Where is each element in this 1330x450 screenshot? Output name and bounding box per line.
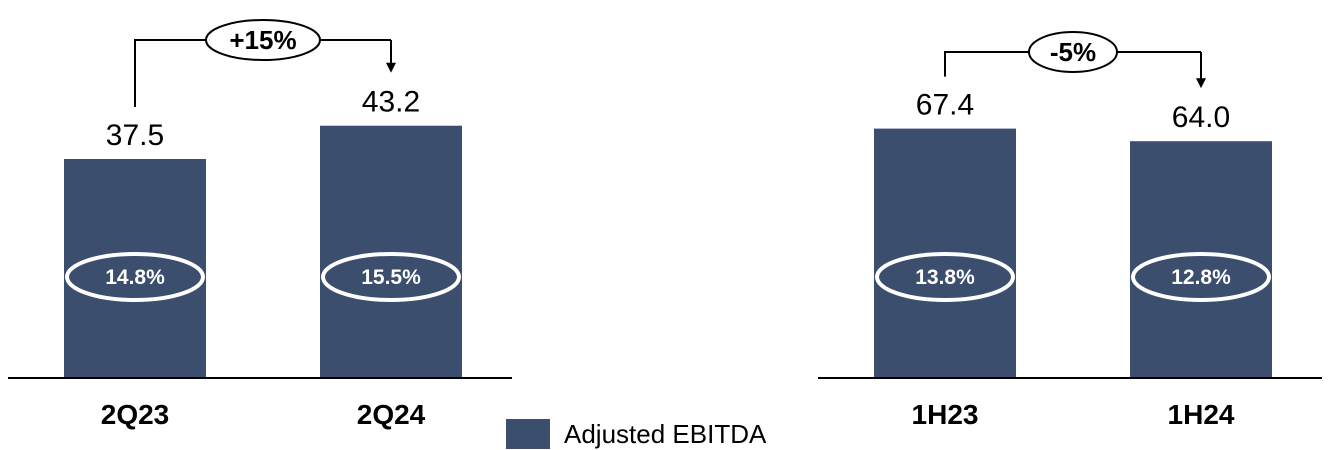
legend: Adjusted EBITDA — [506, 418, 766, 450]
change-label: -5% — [1050, 37, 1096, 67]
margin-label-2Q23: 14.8% — [105, 266, 165, 289]
bar-2Q23 — [64, 159, 206, 378]
value-label-2Q23: 37.5 — [106, 119, 164, 152]
value-label-2Q24: 43.2 — [362, 86, 420, 119]
margin-ellipse-1H23 — [875, 252, 1015, 302]
margin-ellipse-2Q23 — [65, 252, 205, 302]
margin-label-1H23: 13.8% — [915, 266, 975, 289]
margin-ellipse-1H24 — [1131, 252, 1271, 302]
bar-2Q24 — [320, 125, 462, 378]
margin-label-1H24: 12.8% — [1171, 266, 1231, 289]
category-label-2Q24: 2Q24 — [357, 399, 426, 430]
change-ellipse — [1028, 31, 1118, 73]
legend-label: Adjusted EBITDA — [564, 418, 767, 449]
value-label-1H23: 67.4 — [916, 89, 974, 122]
value-label-1H24: 64.0 — [1172, 101, 1230, 134]
change-bracket-left — [134, 39, 206, 107]
change-ellipse — [205, 19, 321, 61]
margin-ellipse-2Q24 — [321, 252, 461, 302]
category-label-1H24: 1H24 — [1168, 399, 1235, 430]
change-label: +15% — [229, 25, 296, 55]
legend-swatch — [506, 419, 550, 449]
change-bracket-left — [944, 51, 1029, 77]
category-label-2Q23: 2Q23 — [101, 399, 170, 430]
margin-label-2Q24: 15.5% — [361, 266, 421, 289]
category-label-1H23: 1H23 — [912, 399, 979, 430]
